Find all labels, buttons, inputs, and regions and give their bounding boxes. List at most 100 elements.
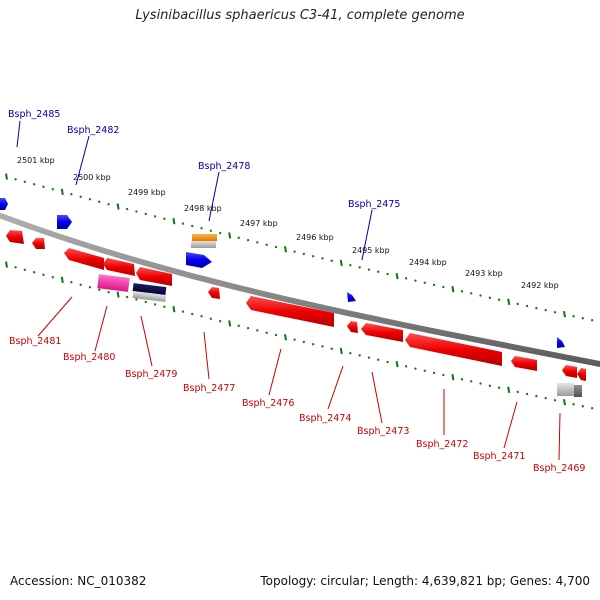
- outer-scale-minor-tick: [553, 310, 557, 314]
- outer-scale-minor-tick: [237, 236, 240, 239]
- outer-scale-minor-tick: [525, 304, 529, 308]
- scale-label-2496: 2496 kbp: [296, 233, 334, 242]
- gene-label-bsph-2477[interactable]: Bsph_2477: [183, 383, 235, 394]
- leader-line-bsph-2481: [37, 296, 73, 337]
- gene-label-bsph-2469[interactable]: Bsph_2469: [533, 463, 585, 474]
- inner-scale-minor-tick: [181, 310, 185, 313]
- outer-scale-minor-tick: [590, 319, 594, 322]
- outer-scale-minor-tick: [321, 257, 324, 260]
- outer-scale-minor-tick: [330, 259, 333, 262]
- gene-feature-bsph-2478-bar-grey[interactable]: [191, 241, 216, 248]
- outer-scale-minor-tick: [98, 200, 101, 203]
- inner-scale-minor-tick: [256, 329, 259, 332]
- gene-feature-bsph-2469-grey[interactable]: [557, 383, 574, 396]
- gene-feature-bsph-2469[interactable]: [562, 365, 577, 378]
- gene-feature-d[interactable]: [577, 368, 586, 381]
- outer-scale-minor-tick: [432, 283, 436, 287]
- inner-scale-major-tick: [563, 399, 566, 406]
- gene-feature-bsph-2475[interactable]: [347, 292, 356, 302]
- inner-scale-minor-tick: [209, 317, 213, 320]
- gene-feature-bsph-2471[interactable]: [511, 356, 537, 371]
- inner-scale-minor-tick: [302, 340, 306, 344]
- outer-scale-major-tick: [507, 298, 511, 305]
- outer-scale-major-tick: [284, 246, 287, 253]
- gene-label-bsph-2471[interactable]: Bsph_2471: [473, 451, 525, 462]
- inner-scale-minor-tick: [88, 286, 92, 289]
- inner-scale-major-tick: [507, 386, 511, 393]
- outer-scale-minor-tick: [153, 215, 157, 218]
- inner-scale-ticks: [5, 261, 594, 410]
- gene-label-bsph-2481[interactable]: Bsph_2481: [9, 336, 61, 347]
- inner-scale-minor-tick: [98, 288, 101, 291]
- inner-scale-major-tick: [60, 276, 64, 283]
- gene-feature-a[interactable]: [6, 230, 24, 244]
- leader-line-bsph-2469: [558, 412, 561, 461]
- gene-feature-bsph-2485[interactable]: [0, 198, 8, 210]
- inner-scale-minor-tick: [311, 342, 315, 346]
- scale-label-2492: 2492 kbp: [521, 281, 559, 290]
- outer-scale-minor-tick: [181, 222, 185, 225]
- outer-scale-minor-tick: [404, 277, 408, 280]
- gene-feature-bsph-2470[interactable]: [557, 337, 565, 348]
- gene-feature-bsph-2473[interactable]: [361, 323, 403, 342]
- scale-label-2500: 2500 kbp: [73, 173, 111, 182]
- scale-label-2499: 2499 kbp: [128, 188, 166, 197]
- inner-scale-minor-tick: [200, 315, 203, 318]
- inner-scale-minor-tick: [135, 298, 138, 301]
- outer-scale-minor-tick: [191, 224, 194, 228]
- outer-scale-minor-tick: [107, 202, 110, 206]
- gene-feature-bsph-2469-dark[interactable]: [574, 385, 582, 397]
- scale-label-2497: 2497 kbp: [240, 219, 278, 228]
- gene-feature-bsph-2479-grey[interactable]: [132, 291, 167, 303]
- gene-label-bsph-2482[interactable]: Bsph_2482: [67, 125, 119, 136]
- gene-feature-bsph-2472[interactable]: [405, 333, 502, 366]
- inner-scale-minor-tick: [432, 371, 436, 375]
- gene-feature-bsph-2482[interactable]: [57, 215, 72, 229]
- gene-feature-bsph-2478-bar-orange[interactable]: [192, 234, 217, 241]
- gene-label-bsph-2475[interactable]: Bsph_2475: [348, 199, 400, 210]
- gene-feature-bsph-2481[interactable]: [64, 248, 104, 270]
- outer-scale-minor-tick: [265, 243, 268, 246]
- gene-label-bsph-2476[interactable]: Bsph_2476: [242, 398, 294, 409]
- outer-scale-major-tick: [60, 188, 64, 195]
- gene-label-bsph-2485[interactable]: Bsph_2485: [8, 109, 60, 120]
- inner-scale-minor-tick: [293, 338, 296, 341]
- gene-feature-bsph-2477[interactable]: [208, 287, 220, 299]
- gene-label-bsph-2474[interactable]: Bsph_2474: [299, 413, 351, 424]
- gene-label-bsph-2480[interactable]: Bsph_2480: [63, 352, 115, 363]
- inner-scale-minor-tick: [330, 347, 333, 350]
- outer-scale-minor-tick: [144, 212, 147, 216]
- inner-scale-major-tick: [395, 361, 399, 368]
- outer-scale-major-tick: [228, 232, 232, 239]
- inner-scale-minor-tick: [32, 271, 36, 274]
- gene-feature-bsph-2474[interactable]: [347, 321, 358, 333]
- inner-scale-minor-tick: [572, 402, 575, 406]
- gene-feature-b[interactable]: [32, 238, 45, 249]
- scale-labels: 2501 kbp 2500 kbp 2499 kbp 2498 kbp 2497…: [17, 156, 559, 290]
- gene-feature-c[interactable]: [136, 267, 172, 286]
- outer-scale-minor-tick: [358, 266, 361, 269]
- inner-scale-minor-tick: [525, 392, 529, 396]
- gene-feature-bsph-2480[interactable]: [97, 274, 130, 292]
- gene-feature-bsph-2476[interactable]: [246, 296, 334, 327]
- inner-scale-minor-tick: [349, 351, 352, 355]
- gene-label-bsph-2478[interactable]: Bsph_2478: [198, 161, 250, 172]
- gene-feature-bsph-2478[interactable]: [186, 252, 212, 268]
- inner-scale-minor-tick: [274, 333, 278, 337]
- inner-scale-minor-tick: [144, 300, 147, 304]
- gene-label-bsph-2473[interactable]: Bsph_2473: [357, 426, 409, 437]
- leader-line-bsph-2471: [503, 401, 518, 449]
- leader-line-bsph-2474: [327, 365, 344, 410]
- gene-label-bsph-2479[interactable]: Bsph_2479: [125, 369, 177, 380]
- outer-scale-minor-tick: [209, 229, 213, 232]
- reverse-gene-labels: Bsph_2481 Bsph_2480 Bsph_2479 Bsph_2477 …: [9, 296, 585, 474]
- leader-line-bsph-2485: [16, 120, 21, 148]
- inner-scale-minor-tick: [42, 273, 45, 277]
- leader-line-bsph-2478: [208, 171, 220, 222]
- outer-scale-minor-tick: [23, 180, 27, 183]
- gene-label-bsph-2472[interactable]: Bsph_2472: [416, 439, 468, 450]
- inner-scale-minor-tick: [358, 354, 361, 357]
- inner-scale-minor-tick: [544, 396, 547, 400]
- gene-feature-bsph-2481b[interactable]: [103, 258, 135, 276]
